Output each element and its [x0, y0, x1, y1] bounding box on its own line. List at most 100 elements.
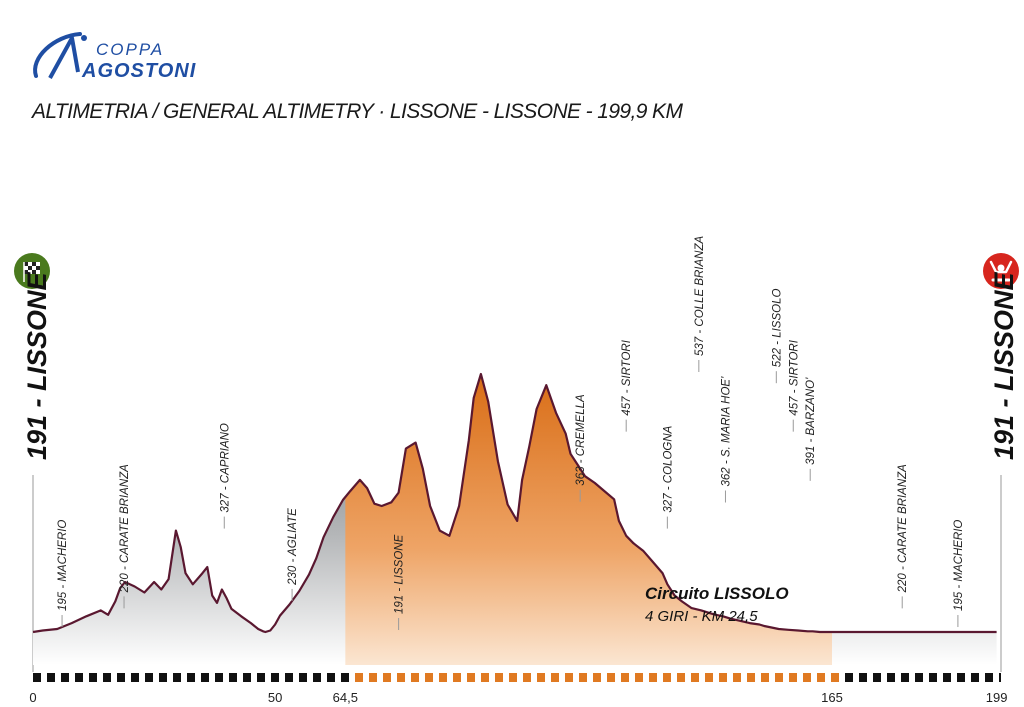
- km-dash: [89, 673, 97, 682]
- km-dash: [551, 673, 559, 682]
- km-dash: [929, 673, 937, 682]
- km-dash: [495, 673, 503, 682]
- km-dash: [369, 673, 377, 682]
- km-dash: [299, 673, 307, 682]
- finish-arms-icon: [989, 260, 1013, 282]
- km-dash: [607, 673, 615, 682]
- km-dash: [355, 673, 363, 682]
- km-dash: [859, 673, 867, 682]
- km-dash: [173, 673, 181, 682]
- page-title: ALTIMETRIA / GENERAL ALTIMETRY · LISSONE…: [32, 100, 683, 123]
- km-dash: [159, 673, 167, 682]
- km-tick-label: 50: [268, 690, 282, 705]
- km-dash: [635, 673, 643, 682]
- cyclist-swoosh-icon: [33, 32, 87, 79]
- km-dash: [47, 673, 55, 682]
- km-dash: [215, 673, 223, 682]
- annotation-label: 522 - LISSOLO: [771, 289, 783, 368]
- km-dash: [789, 673, 797, 682]
- km-dash: [467, 673, 475, 682]
- km-dash: [117, 673, 125, 682]
- km-dash: [453, 673, 461, 682]
- annotation-label: 220 - CARATE BRIANZA: [119, 464, 131, 594]
- annotation-label: 391 - BARZANO': [805, 377, 817, 465]
- profile-line: [32, 372, 997, 634]
- km-dash: [817, 673, 825, 682]
- km-dash: [565, 673, 573, 682]
- annotation-label: 195 - MACHERIO: [953, 520, 965, 611]
- km-dash: [663, 673, 671, 682]
- km-dash: [831, 673, 839, 682]
- km-dash: [719, 673, 727, 682]
- km-dash: [75, 673, 83, 682]
- km-dash: [747, 673, 755, 682]
- finish-marker: 191 - LISSONE: [983, 253, 1019, 460]
- annotation-label: 195 - MACHERIO: [57, 520, 69, 611]
- km-dash: [691, 673, 699, 682]
- km-dash: [873, 673, 881, 682]
- km-dash: [733, 673, 741, 682]
- km-dash: [425, 673, 433, 682]
- km-tick-label: 199: [986, 690, 1008, 705]
- km-dash: [971, 673, 979, 682]
- km-dash: [999, 673, 1001, 682]
- km-dash: [775, 673, 783, 682]
- annotation-label: 537 - COLLE BRIANZA: [694, 236, 706, 356]
- circuit-area: [345, 374, 832, 665]
- km-dash: [579, 673, 587, 682]
- km-dash: [243, 673, 251, 682]
- km-dash: [803, 673, 811, 682]
- km-dash: [943, 673, 951, 682]
- km-dash: [201, 673, 209, 682]
- annotation-label: 457 - SIRTORI: [788, 339, 800, 415]
- km-dash: [145, 673, 153, 682]
- km-dash: [537, 673, 545, 682]
- annotation-label: 327 - CAPRIANO: [219, 423, 231, 513]
- finish-label: 191 - LISSONE: [989, 271, 1019, 460]
- km-dash: [649, 673, 657, 682]
- start-marker: 191 - LISSONE: [14, 253, 52, 460]
- km-dash: [285, 673, 293, 682]
- km-dash: [705, 673, 713, 682]
- km-dash: [327, 673, 335, 682]
- circuit-title: Circuito LISSOLO: [645, 584, 789, 603]
- km-dash: [313, 673, 321, 682]
- km-dash: [523, 673, 531, 682]
- km-dash: [229, 673, 237, 682]
- km-dash: [915, 673, 923, 682]
- km-dash: [509, 673, 517, 682]
- km-dash: [257, 673, 265, 682]
- km-dash: [439, 673, 447, 682]
- km-dash: [887, 673, 895, 682]
- annotation-label: 230 - AGLIATE: [287, 508, 299, 586]
- logo-text-agostoni: AGOSTONI: [82, 60, 197, 82]
- km-tick-label: 64,5: [333, 690, 358, 705]
- annotation-label: 327 - COLOGNA: [662, 425, 674, 512]
- annotation-label: 191 - LISSONE: [394, 534, 406, 614]
- km-dash: [383, 673, 391, 682]
- km-dash: [761, 673, 769, 682]
- km-dash: [103, 673, 111, 682]
- logo-text-coppa: COPPA: [96, 40, 165, 59]
- km-tick-label: 0: [29, 690, 36, 705]
- coppa-agostoni-logo: COPPA AGOSTONI: [28, 28, 228, 88]
- km-dash: [131, 673, 139, 682]
- annotation-label: 363 - CREMELLA: [575, 394, 587, 486]
- km-dash: [621, 673, 629, 682]
- km-dash: [33, 673, 41, 682]
- km-dash: [271, 673, 279, 682]
- km-dash: [397, 673, 405, 682]
- annotation-label: 457 - SIRTORI: [621, 339, 633, 415]
- km-dash: [593, 673, 601, 682]
- annotation-label: 362 - S. MARIA HOE': [721, 376, 733, 487]
- km-dash: [411, 673, 419, 682]
- circuit-subtitle: 4 GIRI - KM 24,5: [645, 608, 758, 625]
- km-dash: [845, 673, 853, 682]
- km-dash: [901, 673, 909, 682]
- checkered-flag-icon: [23, 262, 40, 282]
- km-dash: [957, 673, 965, 682]
- km-dash: [187, 673, 195, 682]
- km-dash: [341, 673, 349, 682]
- km-dash: [677, 673, 685, 682]
